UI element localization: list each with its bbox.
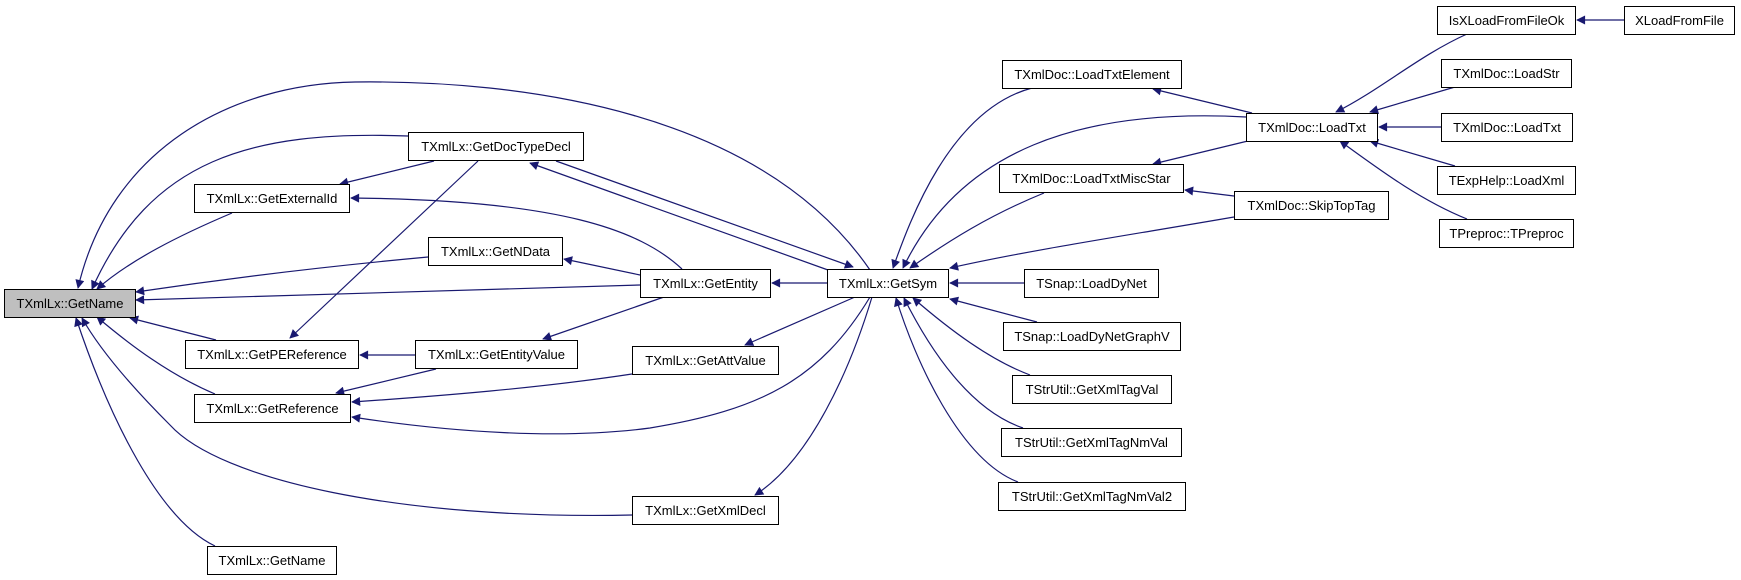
- node-getxmltagnmval[interactable]: TStrUtil::GetXmlTagNmVal: [1001, 428, 1182, 457]
- edge-loaddynetgraphv-getsym: [949, 296, 1038, 323]
- edge-getndata-getname: [135, 256, 429, 296]
- edge-getentity-getndata: [563, 256, 641, 276]
- edge-getsym-getname: [75, 81, 871, 289]
- node-loadxml[interactable]: TExpHelp::LoadXml: [1437, 166, 1576, 195]
- edge-getname2-getname: [74, 317, 216, 547]
- edge-getentity-getentityvalue: [542, 296, 665, 341]
- edge-isxloadfromfileok-loadtxt: [1335, 33, 1468, 113]
- node-loadtxtelement[interactable]: TXmlDoc::LoadTxtElement: [1002, 60, 1182, 89]
- node-getxmltagnmval2[interactable]: TStrUtil::GetXmlTagNmVal2: [998, 482, 1186, 511]
- node-getxmltagval[interactable]: TStrUtil::GetXmlTagVal: [1012, 375, 1172, 404]
- edge-getdoctypedecl-getsym: [555, 160, 854, 269]
- node-xloadfromfile[interactable]: XLoadFromFile: [1624, 6, 1735, 35]
- node-skiptoptag[interactable]: TXmlDoc::SkipTopTag: [1234, 191, 1389, 220]
- edge-loadxml-loadtxt: [1369, 138, 1456, 167]
- edge-getpereference-getname: [129, 315, 217, 341]
- edge-loadstr-loadtxt: [1369, 86, 1456, 115]
- edge-getxmltagnmval-getsym: [903, 297, 1024, 429]
- node-loadtxt[interactable]: TXmlDoc::LoadTxt: [1246, 113, 1378, 142]
- edge-loadtxt-loadtxtelement: [1152, 86, 1253, 114]
- edge-getreference-getname: [96, 316, 216, 395]
- edge-getattvalue-getreference: [351, 373, 633, 406]
- node-loadtxtmiscstar[interactable]: TXmlDoc::LoadTxtMiscStar: [999, 164, 1184, 193]
- edge-loadtxt-getsym: [902, 115, 1247, 269]
- edge-getentity-getexternalid: [350, 193, 683, 270]
- node-getsym[interactable]: TXmlLx::GetSym: [827, 269, 949, 298]
- node-isxloadfromfileok[interactable]: IsXLoadFromFileOk: [1437, 6, 1576, 35]
- edge-loadtxtmiscstar-getsym: [909, 192, 1045, 269]
- edge-getxmltagnmval2-getsym: [894, 297, 1019, 483]
- node-loadtxt-overload[interactable]: TXmlDoc::LoadTxt: [1441, 113, 1573, 142]
- edge-loadtxtelement-getsym: [891, 87, 1033, 269]
- node-getexternalid[interactable]: TXmlLx::GetExternalId: [194, 184, 350, 213]
- node-tpreproc[interactable]: TPreproc::TPreproc: [1439, 219, 1574, 248]
- node-getattvalue[interactable]: TXmlLx::GetAttValue: [632, 346, 779, 375]
- edge-skiptoptag-loadtxtmiscstar: [1184, 186, 1235, 197]
- edge-getexternalid-getname: [96, 212, 233, 290]
- node-getdoctypedecl[interactable]: TXmlLx::GetDocTypeDecl: [408, 132, 584, 161]
- node-loadstr[interactable]: TXmlDoc::LoadStr: [1441, 59, 1572, 88]
- edge-skiptoptag-getsym: [949, 216, 1235, 271]
- edge-getdoctypedecl-getexternalid: [339, 160, 435, 187]
- edge-getentityvalue-getreference: [335, 368, 437, 396]
- node-getndata[interactable]: TXmlLx::GetNData: [428, 237, 563, 266]
- edge-getdoctypedecl-getname: [91, 134, 409, 290]
- node-getreference[interactable]: TXmlLx::GetReference: [194, 394, 351, 423]
- node-getname-overload[interactable]: TXmlLx::GetName: [207, 546, 337, 575]
- edge-getxmldecl-getname: [81, 317, 633, 516]
- node-getname-focus: TXmlLx::GetName: [4, 289, 136, 318]
- node-loaddynetgraphv[interactable]: TSnap::LoadDyNetGraphV: [1003, 322, 1181, 351]
- edge-tpreproc-loadtxt: [1339, 140, 1468, 220]
- edge-loadtxt-loadtxtmiscstar: [1152, 139, 1253, 167]
- edge-getxmltagval-getsym: [912, 297, 1031, 376]
- edge-getsym-getattvalue: [744, 296, 856, 346]
- edge-getsym-getxmldecl: [754, 296, 873, 496]
- edge-getsym-getreference: [351, 296, 871, 435]
- node-getpereference[interactable]: TXmlLx::GetPEReference: [185, 340, 359, 369]
- node-getentity[interactable]: TXmlLx::GetEntity: [640, 269, 771, 298]
- node-getxmldecl[interactable]: TXmlLx::GetXmlDecl: [632, 496, 779, 525]
- node-getentityvalue[interactable]: TXmlLx::GetEntityValue: [415, 340, 578, 369]
- edge-getsym-getdoctypedecl: [529, 161, 829, 271]
- edge-getentity-getname: [135, 284, 641, 305]
- node-loaddynet[interactable]: TSnap::LoadDyNet: [1024, 269, 1159, 298]
- edge-getdoctypedecl-getpereference: [289, 160, 479, 339]
